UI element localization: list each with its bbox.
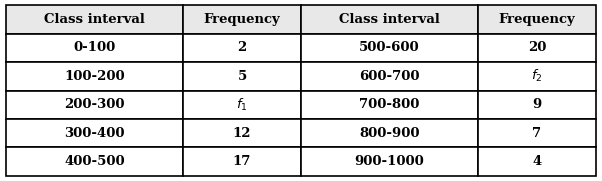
Bar bbox=[301, 62, 478, 90]
Text: 700-800: 700-800 bbox=[359, 98, 420, 111]
Bar bbox=[6, 5, 183, 34]
Text: 900-1000: 900-1000 bbox=[355, 155, 424, 168]
Bar bbox=[183, 147, 301, 176]
Text: $f_1$: $f_1$ bbox=[236, 97, 248, 113]
Bar bbox=[183, 34, 301, 62]
Text: 300-400: 300-400 bbox=[64, 127, 125, 140]
Text: 9: 9 bbox=[532, 98, 542, 111]
Bar bbox=[301, 34, 478, 62]
Bar bbox=[6, 119, 183, 147]
Text: 400-500: 400-500 bbox=[64, 155, 125, 168]
Text: 20: 20 bbox=[528, 41, 546, 54]
Bar bbox=[183, 62, 301, 90]
Text: 12: 12 bbox=[233, 127, 251, 140]
Text: 17: 17 bbox=[233, 155, 251, 168]
Text: 600-700: 600-700 bbox=[359, 70, 420, 83]
Bar bbox=[478, 5, 596, 34]
Bar bbox=[6, 90, 183, 119]
Bar bbox=[6, 62, 183, 90]
Text: 5: 5 bbox=[237, 70, 247, 83]
Text: 2: 2 bbox=[237, 41, 247, 54]
Text: Frequency: Frequency bbox=[498, 13, 576, 26]
Text: 7: 7 bbox=[532, 127, 542, 140]
Bar bbox=[478, 62, 596, 90]
Text: 800-900: 800-900 bbox=[359, 127, 420, 140]
Bar bbox=[183, 119, 301, 147]
Bar bbox=[478, 119, 596, 147]
Text: 500-600: 500-600 bbox=[359, 41, 420, 54]
Bar bbox=[478, 147, 596, 176]
Bar bbox=[478, 90, 596, 119]
Bar bbox=[301, 5, 478, 34]
Bar bbox=[478, 34, 596, 62]
Text: 200-300: 200-300 bbox=[64, 98, 125, 111]
Text: 4: 4 bbox=[532, 155, 542, 168]
Text: $f_2$: $f_2$ bbox=[531, 68, 543, 84]
Bar bbox=[6, 34, 183, 62]
Text: Class interval: Class interval bbox=[339, 13, 440, 26]
Bar bbox=[301, 147, 478, 176]
Bar bbox=[183, 90, 301, 119]
Bar bbox=[183, 5, 301, 34]
Text: Class interval: Class interval bbox=[44, 13, 145, 26]
Bar bbox=[301, 90, 478, 119]
Text: Frequency: Frequency bbox=[203, 13, 281, 26]
Bar bbox=[301, 119, 478, 147]
Bar bbox=[6, 147, 183, 176]
Text: 0-100: 0-100 bbox=[73, 41, 116, 54]
Text: 100-200: 100-200 bbox=[64, 70, 125, 83]
